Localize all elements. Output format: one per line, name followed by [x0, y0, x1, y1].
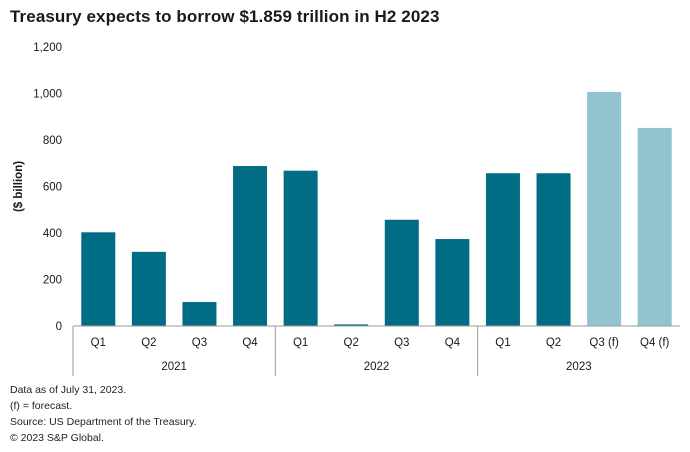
- x-tick-label: Q3: [192, 337, 207, 349]
- y-tick-label: 600: [43, 182, 62, 194]
- bar: [485, 173, 520, 326]
- x-tick-label: Q1: [293, 337, 308, 349]
- note-date: Data as of July 31, 2023.: [10, 384, 127, 396]
- group-label: 2021: [161, 361, 187, 373]
- bar: [637, 127, 672, 326]
- bar: [233, 166, 268, 326]
- x-tick-label: Q3 (f): [589, 337, 619, 349]
- bar: [182, 302, 217, 326]
- y-tick-label: 800: [43, 135, 62, 147]
- y-tick-label: 1,000: [33, 89, 62, 101]
- note-forecast: (f) = forecast.: [10, 400, 73, 412]
- note-copyright: © 2023 S&P Global.: [10, 432, 104, 444]
- x-tick-label: Q4: [445, 337, 461, 349]
- bar: [334, 324, 369, 326]
- bar: [435, 239, 470, 326]
- y-tick-label: 0: [56, 321, 62, 333]
- chart-title: Treasury expects to borrow $1.859 trilli…: [10, 7, 440, 26]
- y-tick-label: 1,200: [33, 42, 62, 54]
- x-tick-label: Q3: [394, 337, 409, 349]
- bar: [81, 232, 116, 326]
- bar: [536, 173, 571, 326]
- chart-notes: Data as of July 31, 2023. (f) = forecast…: [10, 382, 197, 446]
- bar: [587, 91, 622, 326]
- bar: [283, 170, 318, 326]
- y-tick-label: 400: [43, 228, 62, 240]
- x-tick-label: Q2: [546, 337, 561, 349]
- x-tick-label: Q4: [242, 337, 258, 349]
- bar-chart: 0 200 400 600 800 1,000 1,200 ($ billion) Q1 Q2 Q3…: [13, 42, 680, 376]
- x-tick-label: Q2: [141, 337, 156, 349]
- group-label: 2022: [364, 361, 390, 373]
- x-tick-label: Q1: [495, 337, 510, 349]
- bar: [384, 219, 419, 326]
- bar: [131, 251, 166, 326]
- group-label: 2023: [566, 361, 592, 373]
- x-tick-label: Q1: [91, 337, 106, 349]
- y-tick-label: 200: [43, 275, 62, 287]
- y-axis-label: ($ billion): [13, 161, 25, 212]
- x-tick-label: Q4 (f): [640, 337, 670, 349]
- x-tick-label: Q2: [344, 337, 359, 349]
- note-source: Source: US Department of the Treasury.: [10, 416, 197, 428]
